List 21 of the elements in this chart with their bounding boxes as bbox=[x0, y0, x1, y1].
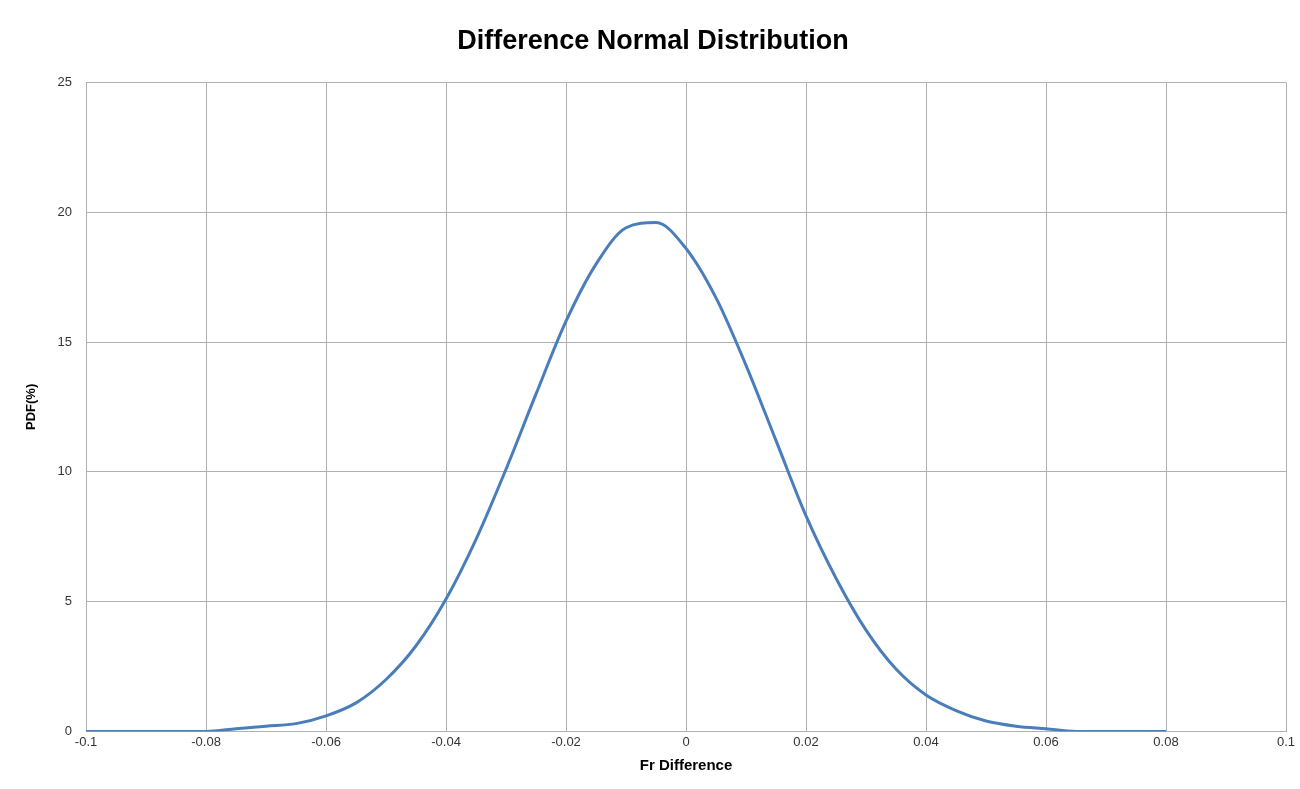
x-tick-label: 0.1 bbox=[1276, 733, 1296, 749]
y-tick-label: 25 bbox=[57, 73, 73, 89]
y-tick-label: 15 bbox=[57, 333, 73, 349]
chart-title: Difference Normal Distribution bbox=[457, 24, 849, 55]
x-tick-label: -0.06 bbox=[311, 733, 341, 749]
y-tick-label: 5 bbox=[64, 593, 73, 609]
x-tick-label: -0.04 bbox=[431, 733, 461, 749]
x-tick-label: 0.08 bbox=[1153, 733, 1179, 749]
x-tick-label: -0.02 bbox=[551, 733, 581, 749]
line-series bbox=[86, 221, 1168, 732]
x-tick-label: 0.06 bbox=[1033, 733, 1059, 749]
x-tick-label: 0.04 bbox=[913, 733, 939, 749]
y-tick-label: 20 bbox=[57, 203, 73, 219]
x-axis-title: Fr Difference bbox=[639, 756, 733, 774]
x-tick-label: -0.08 bbox=[191, 733, 221, 749]
x-tick-label: 0.02 bbox=[793, 733, 819, 749]
y-axis-title: PDF(%) bbox=[23, 383, 39, 431]
y-tick-label: 0 bbox=[64, 722, 73, 738]
y-tick-label: 10 bbox=[57, 463, 73, 479]
x-tick-label: -0.1 bbox=[74, 733, 98, 749]
x-tick-label: 0 bbox=[682, 733, 690, 749]
